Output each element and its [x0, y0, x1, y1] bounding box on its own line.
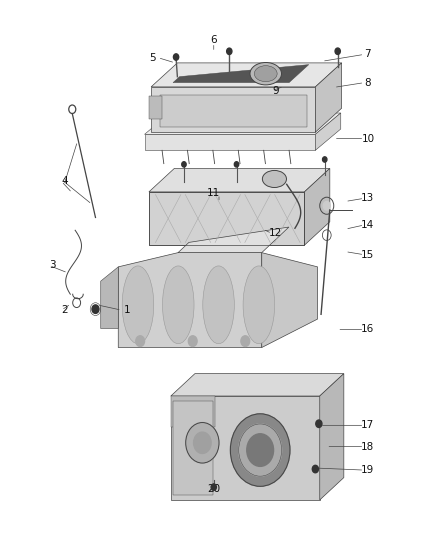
Text: 20: 20	[207, 484, 220, 494]
Circle shape	[226, 48, 232, 54]
Polygon shape	[151, 87, 315, 132]
Polygon shape	[149, 168, 330, 192]
Text: 12: 12	[268, 229, 282, 238]
Text: 4: 4	[61, 176, 68, 186]
Polygon shape	[173, 401, 212, 495]
Text: 15: 15	[361, 250, 374, 260]
Circle shape	[241, 336, 250, 346]
Polygon shape	[145, 113, 341, 134]
Circle shape	[323, 201, 330, 210]
Polygon shape	[173, 64, 309, 83]
Text: 6: 6	[210, 35, 217, 45]
Circle shape	[182, 161, 186, 167]
Polygon shape	[178, 227, 289, 253]
Polygon shape	[101, 267, 118, 328]
Polygon shape	[145, 134, 315, 150]
Polygon shape	[160, 95, 307, 127]
Polygon shape	[320, 374, 344, 500]
Text: 13: 13	[361, 193, 374, 203]
Text: 18: 18	[361, 442, 374, 451]
Polygon shape	[171, 374, 344, 396]
Ellipse shape	[122, 266, 154, 344]
Circle shape	[92, 305, 99, 313]
Circle shape	[230, 414, 290, 486]
Ellipse shape	[243, 266, 275, 344]
Polygon shape	[149, 192, 304, 245]
Ellipse shape	[203, 266, 234, 344]
Ellipse shape	[162, 266, 194, 344]
Polygon shape	[262, 253, 318, 348]
Text: 3: 3	[49, 261, 56, 270]
Text: 5: 5	[149, 53, 156, 62]
Polygon shape	[149, 96, 162, 119]
Text: 17: 17	[361, 421, 374, 430]
Polygon shape	[304, 168, 330, 245]
Circle shape	[316, 420, 322, 427]
Circle shape	[194, 432, 211, 454]
Polygon shape	[315, 113, 341, 150]
Circle shape	[211, 484, 216, 490]
Text: 14: 14	[361, 220, 374, 230]
Polygon shape	[315, 63, 342, 132]
Circle shape	[322, 157, 327, 162]
Text: 2: 2	[61, 305, 68, 315]
Text: 1: 1	[124, 305, 131, 315]
Circle shape	[312, 465, 318, 473]
Polygon shape	[118, 253, 262, 348]
Circle shape	[239, 424, 282, 476]
Text: 11: 11	[207, 188, 220, 198]
Polygon shape	[171, 396, 320, 500]
Text: 19: 19	[361, 465, 374, 475]
Circle shape	[173, 54, 179, 60]
Ellipse shape	[254, 66, 277, 82]
Ellipse shape	[250, 62, 282, 85]
Text: 7: 7	[364, 50, 371, 59]
Circle shape	[335, 48, 340, 54]
Polygon shape	[171, 396, 215, 427]
Text: 8: 8	[364, 78, 371, 87]
Text: 16: 16	[361, 325, 374, 334]
Text: 9: 9	[272, 86, 279, 95]
Circle shape	[136, 336, 145, 346]
Circle shape	[186, 423, 219, 463]
Circle shape	[234, 161, 239, 167]
Circle shape	[247, 434, 274, 466]
Ellipse shape	[262, 171, 286, 188]
Text: 10: 10	[361, 134, 374, 143]
Polygon shape	[151, 63, 342, 87]
Circle shape	[188, 336, 197, 346]
